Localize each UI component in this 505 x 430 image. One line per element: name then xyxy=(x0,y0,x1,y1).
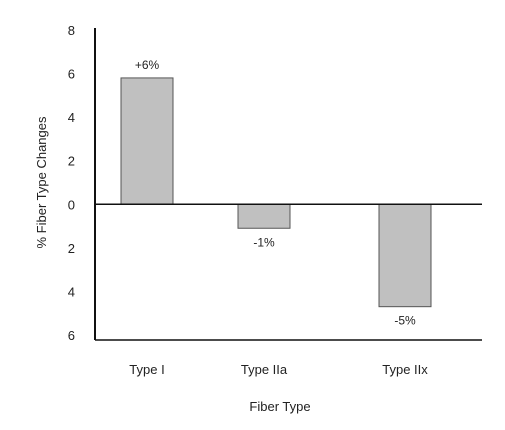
y-tick-label: 6 xyxy=(68,67,75,82)
data-label: +6% xyxy=(135,58,160,72)
y-tick-label: 4 xyxy=(68,110,75,125)
y-tick-label: 6 xyxy=(68,328,75,343)
bars xyxy=(120,77,432,308)
data-label: -1% xyxy=(253,235,275,249)
y-tick-label: 0 xyxy=(68,197,75,212)
y-axis-title: % Fiber Type Changes xyxy=(34,116,49,248)
y-tick-label: 2 xyxy=(68,154,75,169)
x-axis-title: Fiber Type xyxy=(249,399,310,414)
x-category-label: Type IIx xyxy=(382,362,428,377)
x-axis-categories: Type I Type IIa Type IIx xyxy=(129,362,428,377)
data-labels: +6% -1% -5% xyxy=(135,58,416,328)
bar xyxy=(120,77,174,205)
y-tick-label: 4 xyxy=(68,284,75,299)
x-category-label: Type I xyxy=(129,362,164,377)
data-label: -5% xyxy=(394,314,416,328)
bar xyxy=(237,203,291,229)
bar xyxy=(378,203,432,308)
y-tick-label: 2 xyxy=(68,241,75,256)
x-category-label: Type IIa xyxy=(241,362,288,377)
y-tick-label: 8 xyxy=(68,23,75,38)
y-axis-ticks: 8 6 4 2 0 2 4 6 xyxy=(68,23,75,343)
